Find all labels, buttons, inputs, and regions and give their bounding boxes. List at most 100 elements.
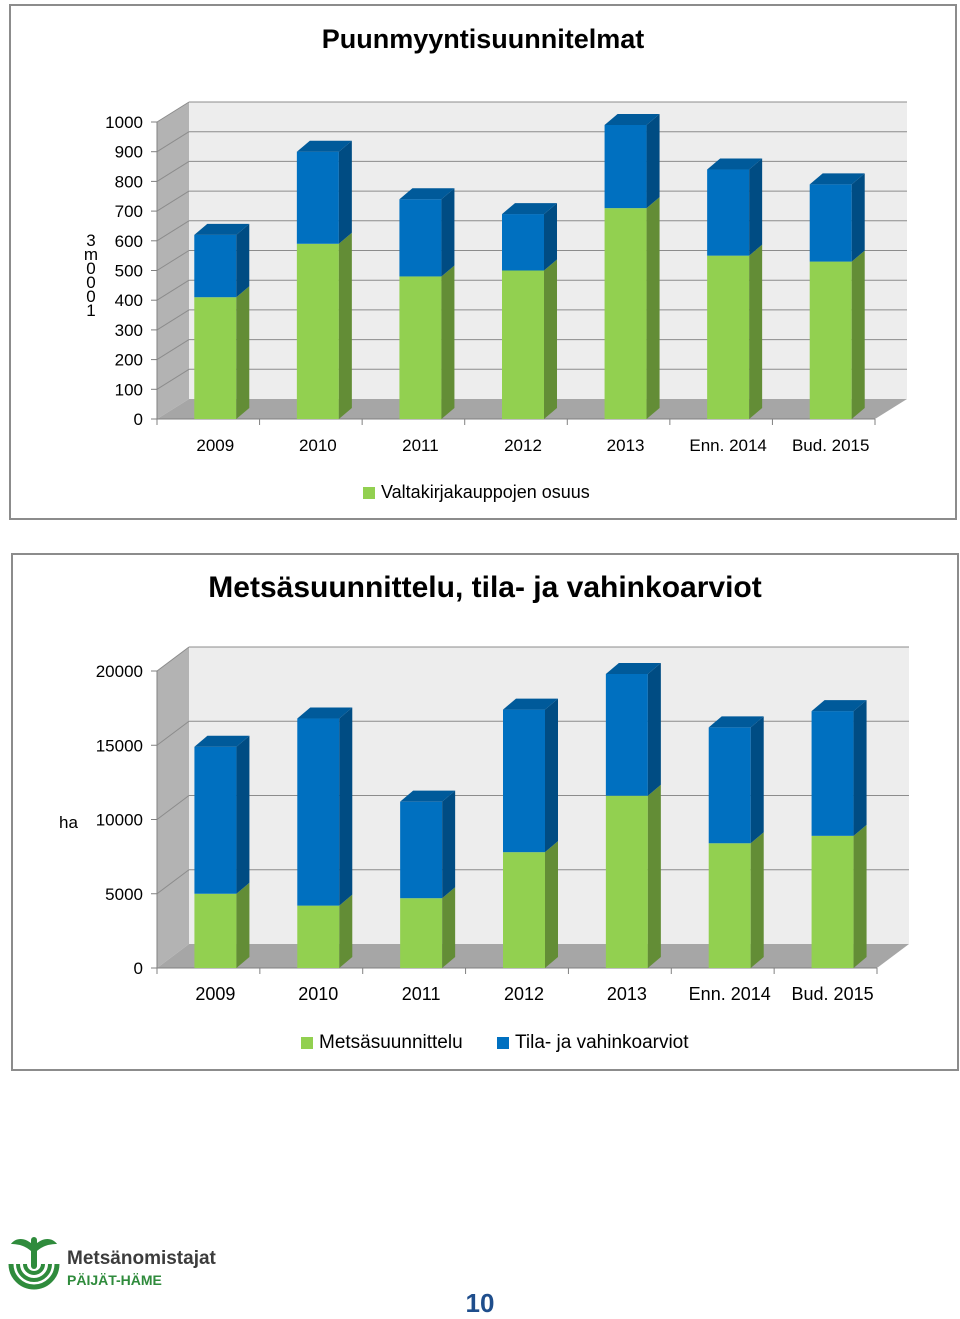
gridline xyxy=(156,131,190,153)
bar-segment xyxy=(811,700,867,836)
gridline xyxy=(156,190,190,212)
bar-side xyxy=(750,832,764,968)
y-axis-label-char: 3 xyxy=(86,231,95,250)
logo-subtitle: PÄIJÄT-HÄME xyxy=(67,1272,162,1288)
bar-side xyxy=(338,232,352,419)
bar-top xyxy=(297,707,353,719)
legend: Metsäsuunnittelu Tila- ja vahinkoarviot xyxy=(301,1032,689,1053)
bar-segment xyxy=(399,265,455,419)
bar-segment xyxy=(604,113,660,209)
bar-side xyxy=(339,894,353,968)
bar-segment xyxy=(399,188,455,277)
bar-front xyxy=(400,898,443,968)
y-tick-label: 5000 xyxy=(105,885,143,904)
y-tick-label: 10000 xyxy=(96,811,143,830)
bar-top xyxy=(708,716,764,728)
bar-side xyxy=(646,113,660,209)
legend-label: Tila- ja vahinkoarviot xyxy=(515,1032,689,1053)
bar-segment xyxy=(708,716,764,844)
bar-front xyxy=(604,124,647,209)
y-axis-label-char: 1 xyxy=(86,301,95,320)
legend-label: Valtakirjakauppojen osuus xyxy=(381,482,590,502)
bar-front xyxy=(811,835,854,968)
bar-top xyxy=(194,223,250,235)
logo-name: Metsänomistajat xyxy=(67,1248,216,1269)
bar-front xyxy=(811,711,854,836)
bar-front xyxy=(297,905,340,968)
bar-segment xyxy=(707,158,763,256)
bar-front xyxy=(604,208,647,419)
y-axis-label-char: 0 xyxy=(86,273,95,292)
chart-plot: 0 5000 10000 15000 20000 2009 2010 2011 2012 2013… xyxy=(59,646,909,1053)
bar-side xyxy=(441,188,455,277)
bar-side xyxy=(236,223,250,298)
organization-logo: Metsänomistajat PÄIJÄT-HÄME xyxy=(5,1232,245,1296)
bar-side xyxy=(545,698,558,853)
y-tick-label: 0 xyxy=(134,959,143,978)
bar-segment xyxy=(194,223,250,298)
bar-side xyxy=(749,158,763,256)
bar-top xyxy=(194,735,250,747)
bar-front xyxy=(194,893,237,968)
bar-front xyxy=(194,297,237,419)
bar-side xyxy=(851,250,865,419)
bar-side xyxy=(236,286,250,419)
chart-title: Puunmyyntisuunnitelmat xyxy=(321,24,645,54)
bar-front xyxy=(296,151,339,244)
x-tick-label: 2013 xyxy=(607,984,647,1004)
bar-segment xyxy=(605,662,661,796)
bar-side xyxy=(646,197,660,419)
x-tick-label: 2009 xyxy=(195,984,235,1004)
chart-puunmyynti: Puunmyyntisuunnitelmat 0 100 200 300 400 500 6… xyxy=(9,4,957,520)
y-tick-label: 500 xyxy=(115,262,143,281)
x-tick-label: Enn. 2014 xyxy=(689,436,767,455)
page-number: 10 xyxy=(465,1288,495,1318)
x-tick-label: 2010 xyxy=(298,984,338,1004)
bar-top xyxy=(399,188,455,200)
bar-segment xyxy=(194,735,250,894)
x-tick-label: Bud. 2015 xyxy=(792,984,874,1004)
bar-top xyxy=(296,140,352,152)
bar-top xyxy=(605,662,661,674)
x-tick-label: Enn. 2014 xyxy=(689,984,771,1004)
y-axis-label-char: 0 xyxy=(86,287,95,306)
bar-front xyxy=(194,234,237,298)
y-axis-label: ha xyxy=(59,813,78,832)
x-tick-label: 2011 xyxy=(402,984,441,1004)
gridline xyxy=(156,220,190,242)
bar-side xyxy=(544,203,557,271)
gridline xyxy=(156,339,190,361)
bar-side xyxy=(853,824,867,968)
bar-top xyxy=(604,113,660,125)
gridline xyxy=(156,101,190,123)
gridline xyxy=(156,869,190,895)
bar-segment xyxy=(809,173,865,262)
y-tick-label: 0 xyxy=(134,410,143,429)
x-tick-label: 2011 xyxy=(402,436,439,455)
bar-front xyxy=(708,843,751,968)
bar-top xyxy=(503,698,558,710)
bar-segment xyxy=(707,244,763,419)
y-tick-label: 400 xyxy=(115,291,143,310)
bar-side xyxy=(647,662,661,796)
bar-front xyxy=(503,709,545,853)
legend-label: Metsäsuunnittelu xyxy=(319,1032,463,1053)
gridline xyxy=(156,795,190,820)
bar-segment xyxy=(503,698,558,853)
gridline xyxy=(156,646,190,672)
bar-front xyxy=(194,746,237,894)
bar-segment xyxy=(296,232,352,419)
gridline xyxy=(156,160,190,182)
bar-segment xyxy=(502,203,557,271)
bar-side xyxy=(647,784,661,968)
bar-front xyxy=(400,801,443,899)
bar-side xyxy=(339,707,353,906)
bar-front xyxy=(605,795,648,968)
bar-segment xyxy=(194,882,250,968)
y-tick-label: 600 xyxy=(115,232,143,251)
bar-side xyxy=(442,887,456,968)
bar-segment xyxy=(502,259,557,419)
bar-top xyxy=(707,158,763,170)
bar-top xyxy=(502,203,557,215)
bar-front xyxy=(399,276,442,419)
